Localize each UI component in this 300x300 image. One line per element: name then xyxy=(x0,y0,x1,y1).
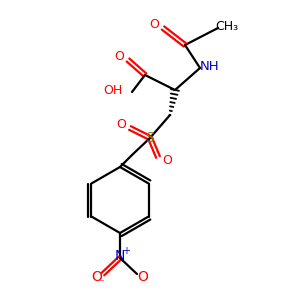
Text: +: + xyxy=(122,246,130,256)
Text: S: S xyxy=(146,131,154,145)
Text: NH: NH xyxy=(200,59,220,73)
Text: CH₃: CH₃ xyxy=(215,20,238,32)
Text: O: O xyxy=(138,270,148,284)
Text: O: O xyxy=(114,50,124,62)
Text: O: O xyxy=(92,270,102,284)
Text: ⁻: ⁻ xyxy=(98,278,104,288)
Text: O: O xyxy=(116,118,126,130)
Text: O: O xyxy=(162,154,172,166)
Text: O: O xyxy=(149,17,159,31)
Text: OH: OH xyxy=(103,83,122,97)
Text: N: N xyxy=(115,249,125,263)
